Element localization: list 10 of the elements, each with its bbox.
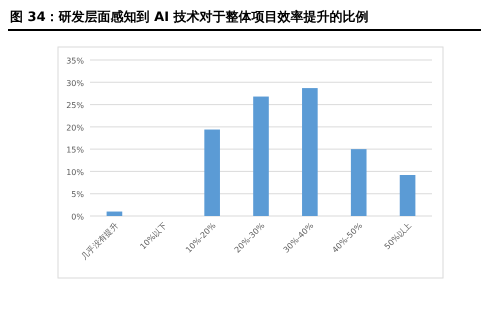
x-tick-label: 几乎没有提升 <box>80 221 120 262</box>
y-tick-label: 30% <box>66 78 84 88</box>
y-tick-label: 20% <box>66 123 84 132</box>
y-tick-label: 35% <box>66 56 84 66</box>
y-tick-label: 0% <box>71 212 84 222</box>
y-tick-label: 25% <box>66 101 84 110</box>
y-tick-label: 5% <box>71 190 84 200</box>
y-tick-label: 10% <box>66 168 84 177</box>
y-tick-label: 15% <box>66 146 84 155</box>
chart-title: 图 34：研发层面感知到 AI 技术对于整体项目效率提升的比例 <box>10 9 369 25</box>
